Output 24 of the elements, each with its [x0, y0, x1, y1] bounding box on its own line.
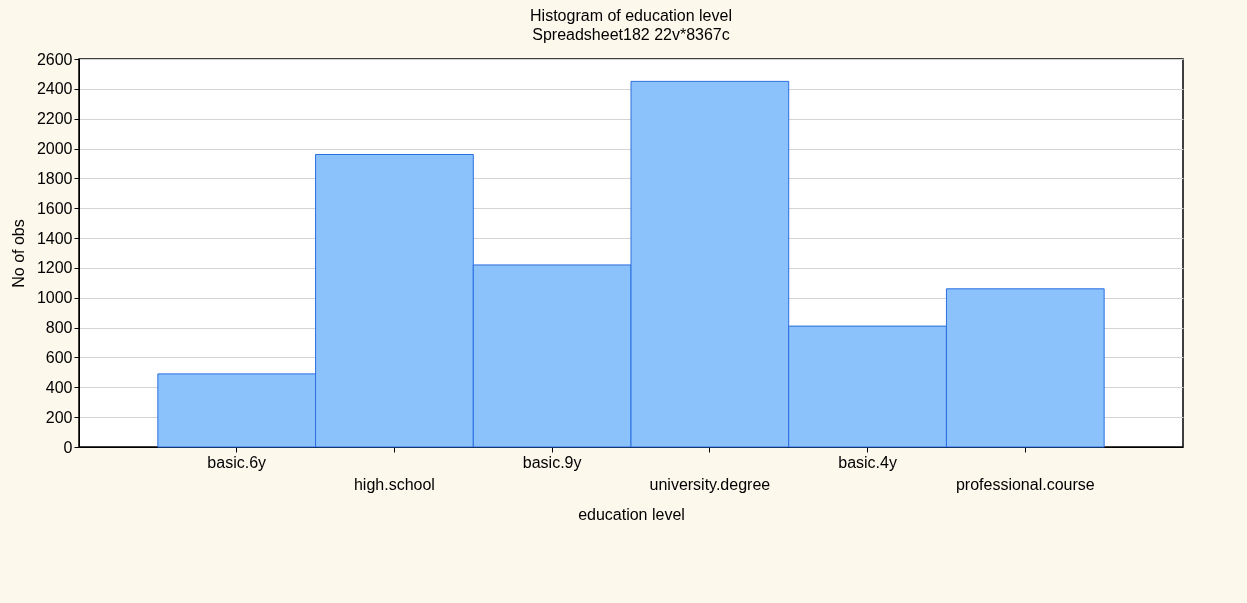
y-tick-label: 1000 — [36, 289, 73, 307]
y-tick-label: 2600 — [36, 50, 73, 68]
y-tick-label: 2200 — [36, 110, 73, 128]
y-tick-label: 1200 — [36, 259, 73, 277]
y-tick-label: 800 — [45, 319, 73, 337]
x-axis-title: education level — [578, 505, 685, 523]
y-tick-label: 2000 — [36, 140, 73, 158]
x-tick-label: university.degree — [649, 475, 771, 493]
y-tick-label: 600 — [45, 348, 73, 366]
y-tick-label: 1800 — [36, 169, 73, 187]
y-axis-title: No of obs — [9, 219, 27, 288]
y-tick-label: 2400 — [36, 80, 73, 98]
chart-subtitle: Spreadsheet182 22v*8367c — [532, 26, 730, 43]
x-tick-label: high.school — [353, 475, 435, 493]
y-tick-label: 0 — [63, 438, 73, 456]
y-tick-label: 200 — [45, 408, 73, 426]
y-tick-label: 1600 — [36, 199, 73, 217]
x-tick-label: basic.6y — [207, 453, 267, 471]
chart-title: Histogram of education level — [530, 7, 732, 24]
y-tick-label: 1400 — [36, 229, 73, 247]
x-tick-label: basic.9y — [522, 453, 582, 471]
x-tick-label: professional.course — [955, 475, 1095, 493]
y-tick-label: 400 — [45, 378, 73, 396]
x-tick-label: basic.4y — [838, 453, 897, 471]
